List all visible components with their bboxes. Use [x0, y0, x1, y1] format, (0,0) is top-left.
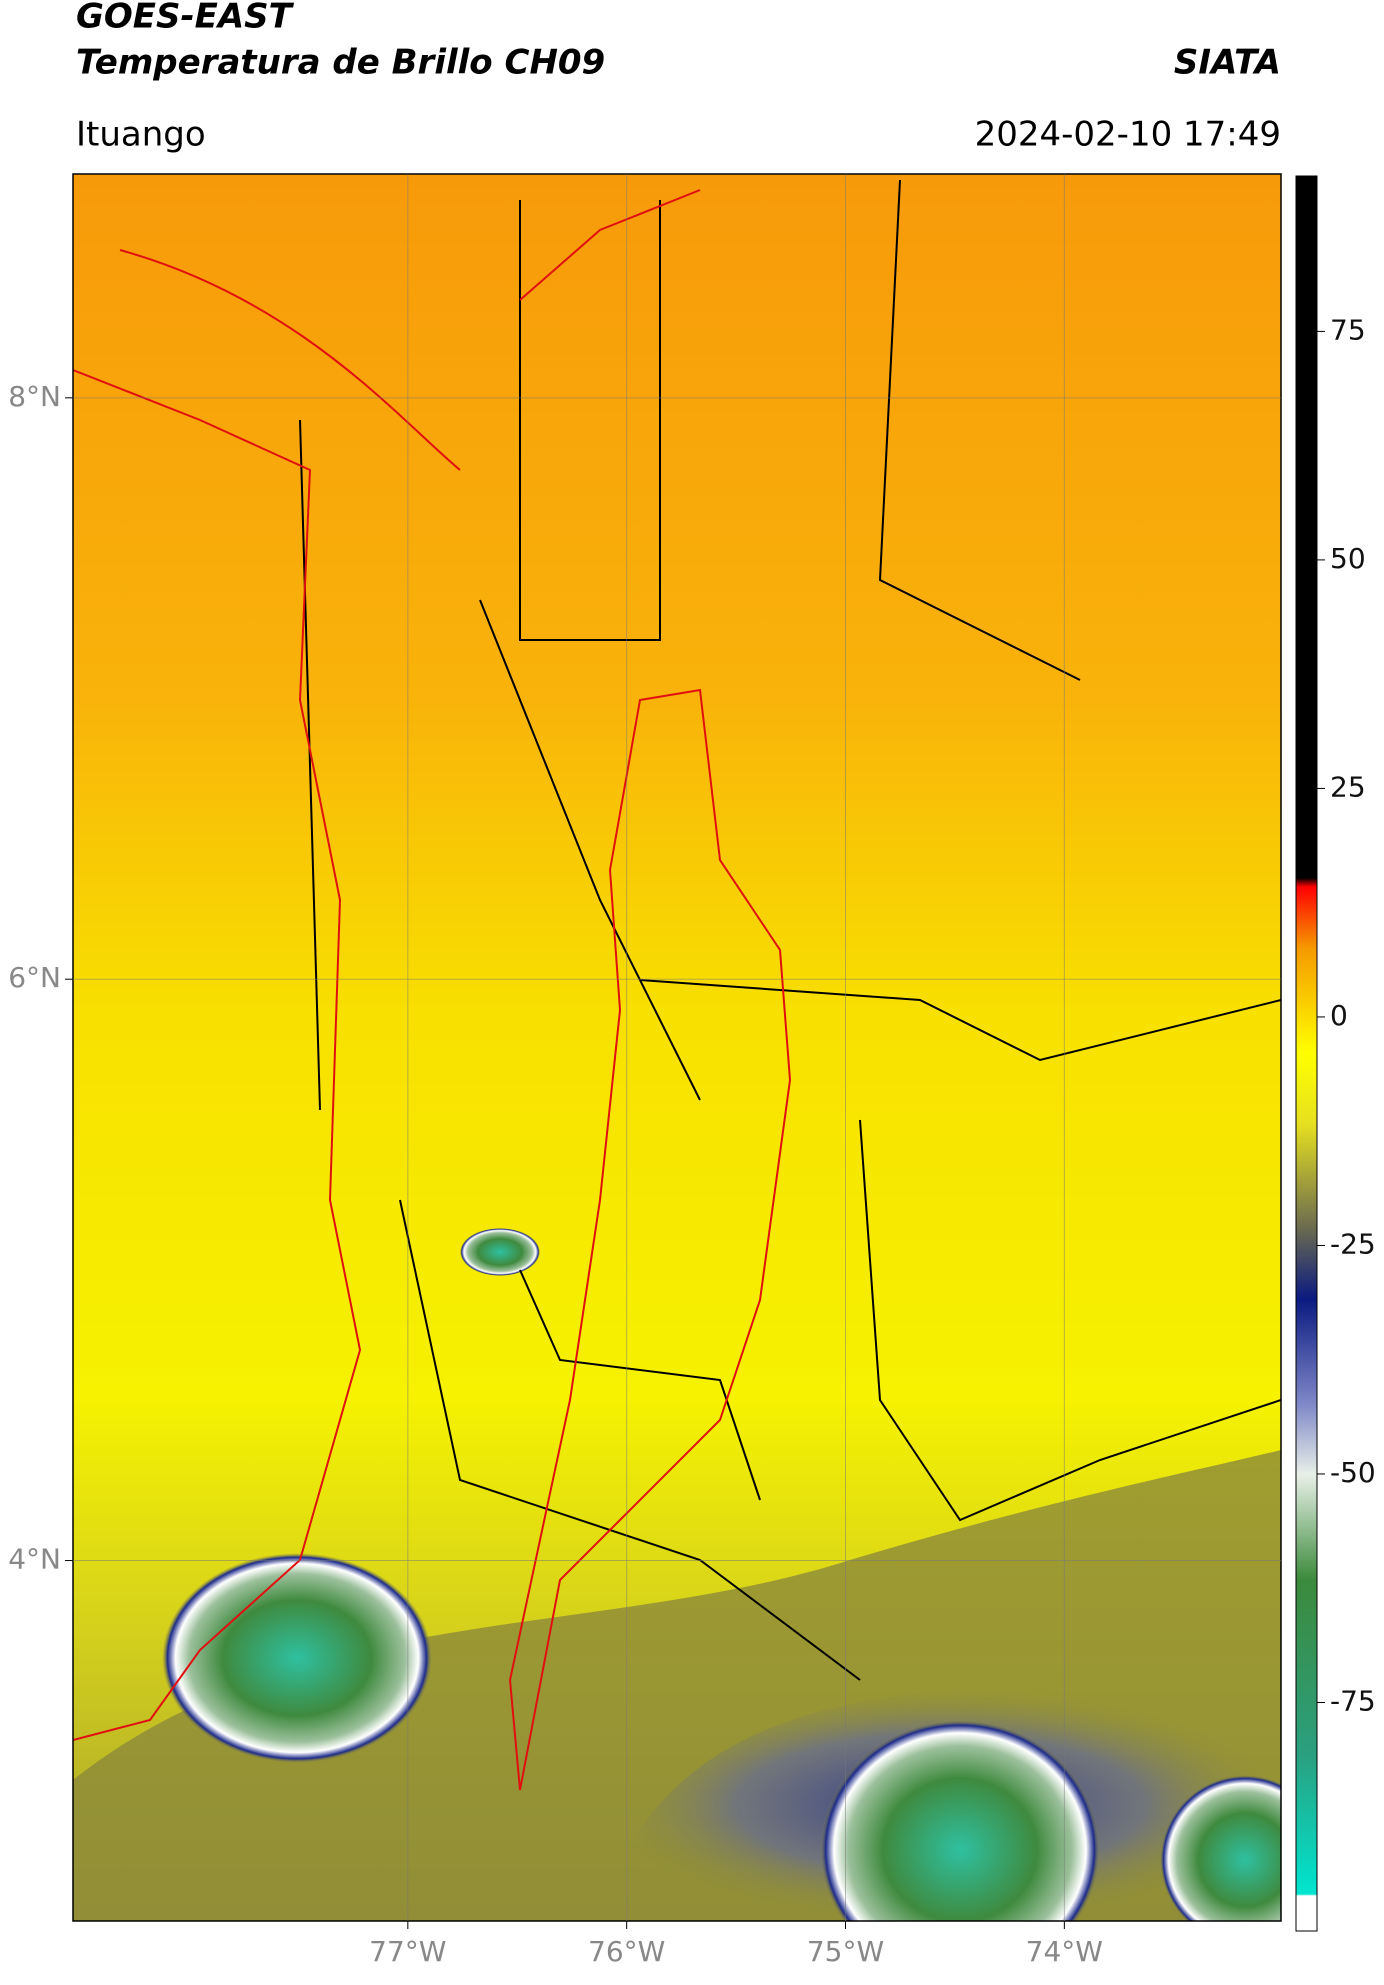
- x-tick-label: 74°W: [1026, 1935, 1103, 1968]
- y-tick-label: 6°N: [8, 961, 61, 994]
- x-tick-label: 75°W: [807, 1935, 884, 1968]
- location: Ituango: [76, 115, 206, 155]
- colorbar-tick-label: 75: [1330, 313, 1366, 346]
- x-tick-label: 76°W: [588, 1935, 665, 1968]
- colorbar-tick-label: -25: [1330, 1227, 1376, 1260]
- map-frame: [72, 173, 1282, 1922]
- title-line-1: GOES-EAST: [76, 0, 295, 37]
- colorbar: [1295, 175, 1318, 1932]
- title-line-2: Temperatura de Brillo CH09: [76, 43, 605, 83]
- y-tick-label: 4°N: [8, 1543, 61, 1576]
- colorbar-tick-label: -75: [1330, 1684, 1376, 1717]
- colorbar-tick-label: -50: [1330, 1456, 1376, 1489]
- datetime: 2024-02-10 17:49: [975, 115, 1281, 155]
- x-tick-label: 77°W: [369, 1935, 446, 1968]
- colorbar-tick-label: 25: [1330, 770, 1366, 803]
- satellite-image: [73, 174, 1281, 1921]
- y-tick-label: 8°N: [8, 380, 61, 413]
- colorbar-tick-label: 50: [1330, 542, 1366, 575]
- colorbar-tick-label: 0: [1330, 999, 1348, 1032]
- organization: SIATA: [1174, 43, 1281, 83]
